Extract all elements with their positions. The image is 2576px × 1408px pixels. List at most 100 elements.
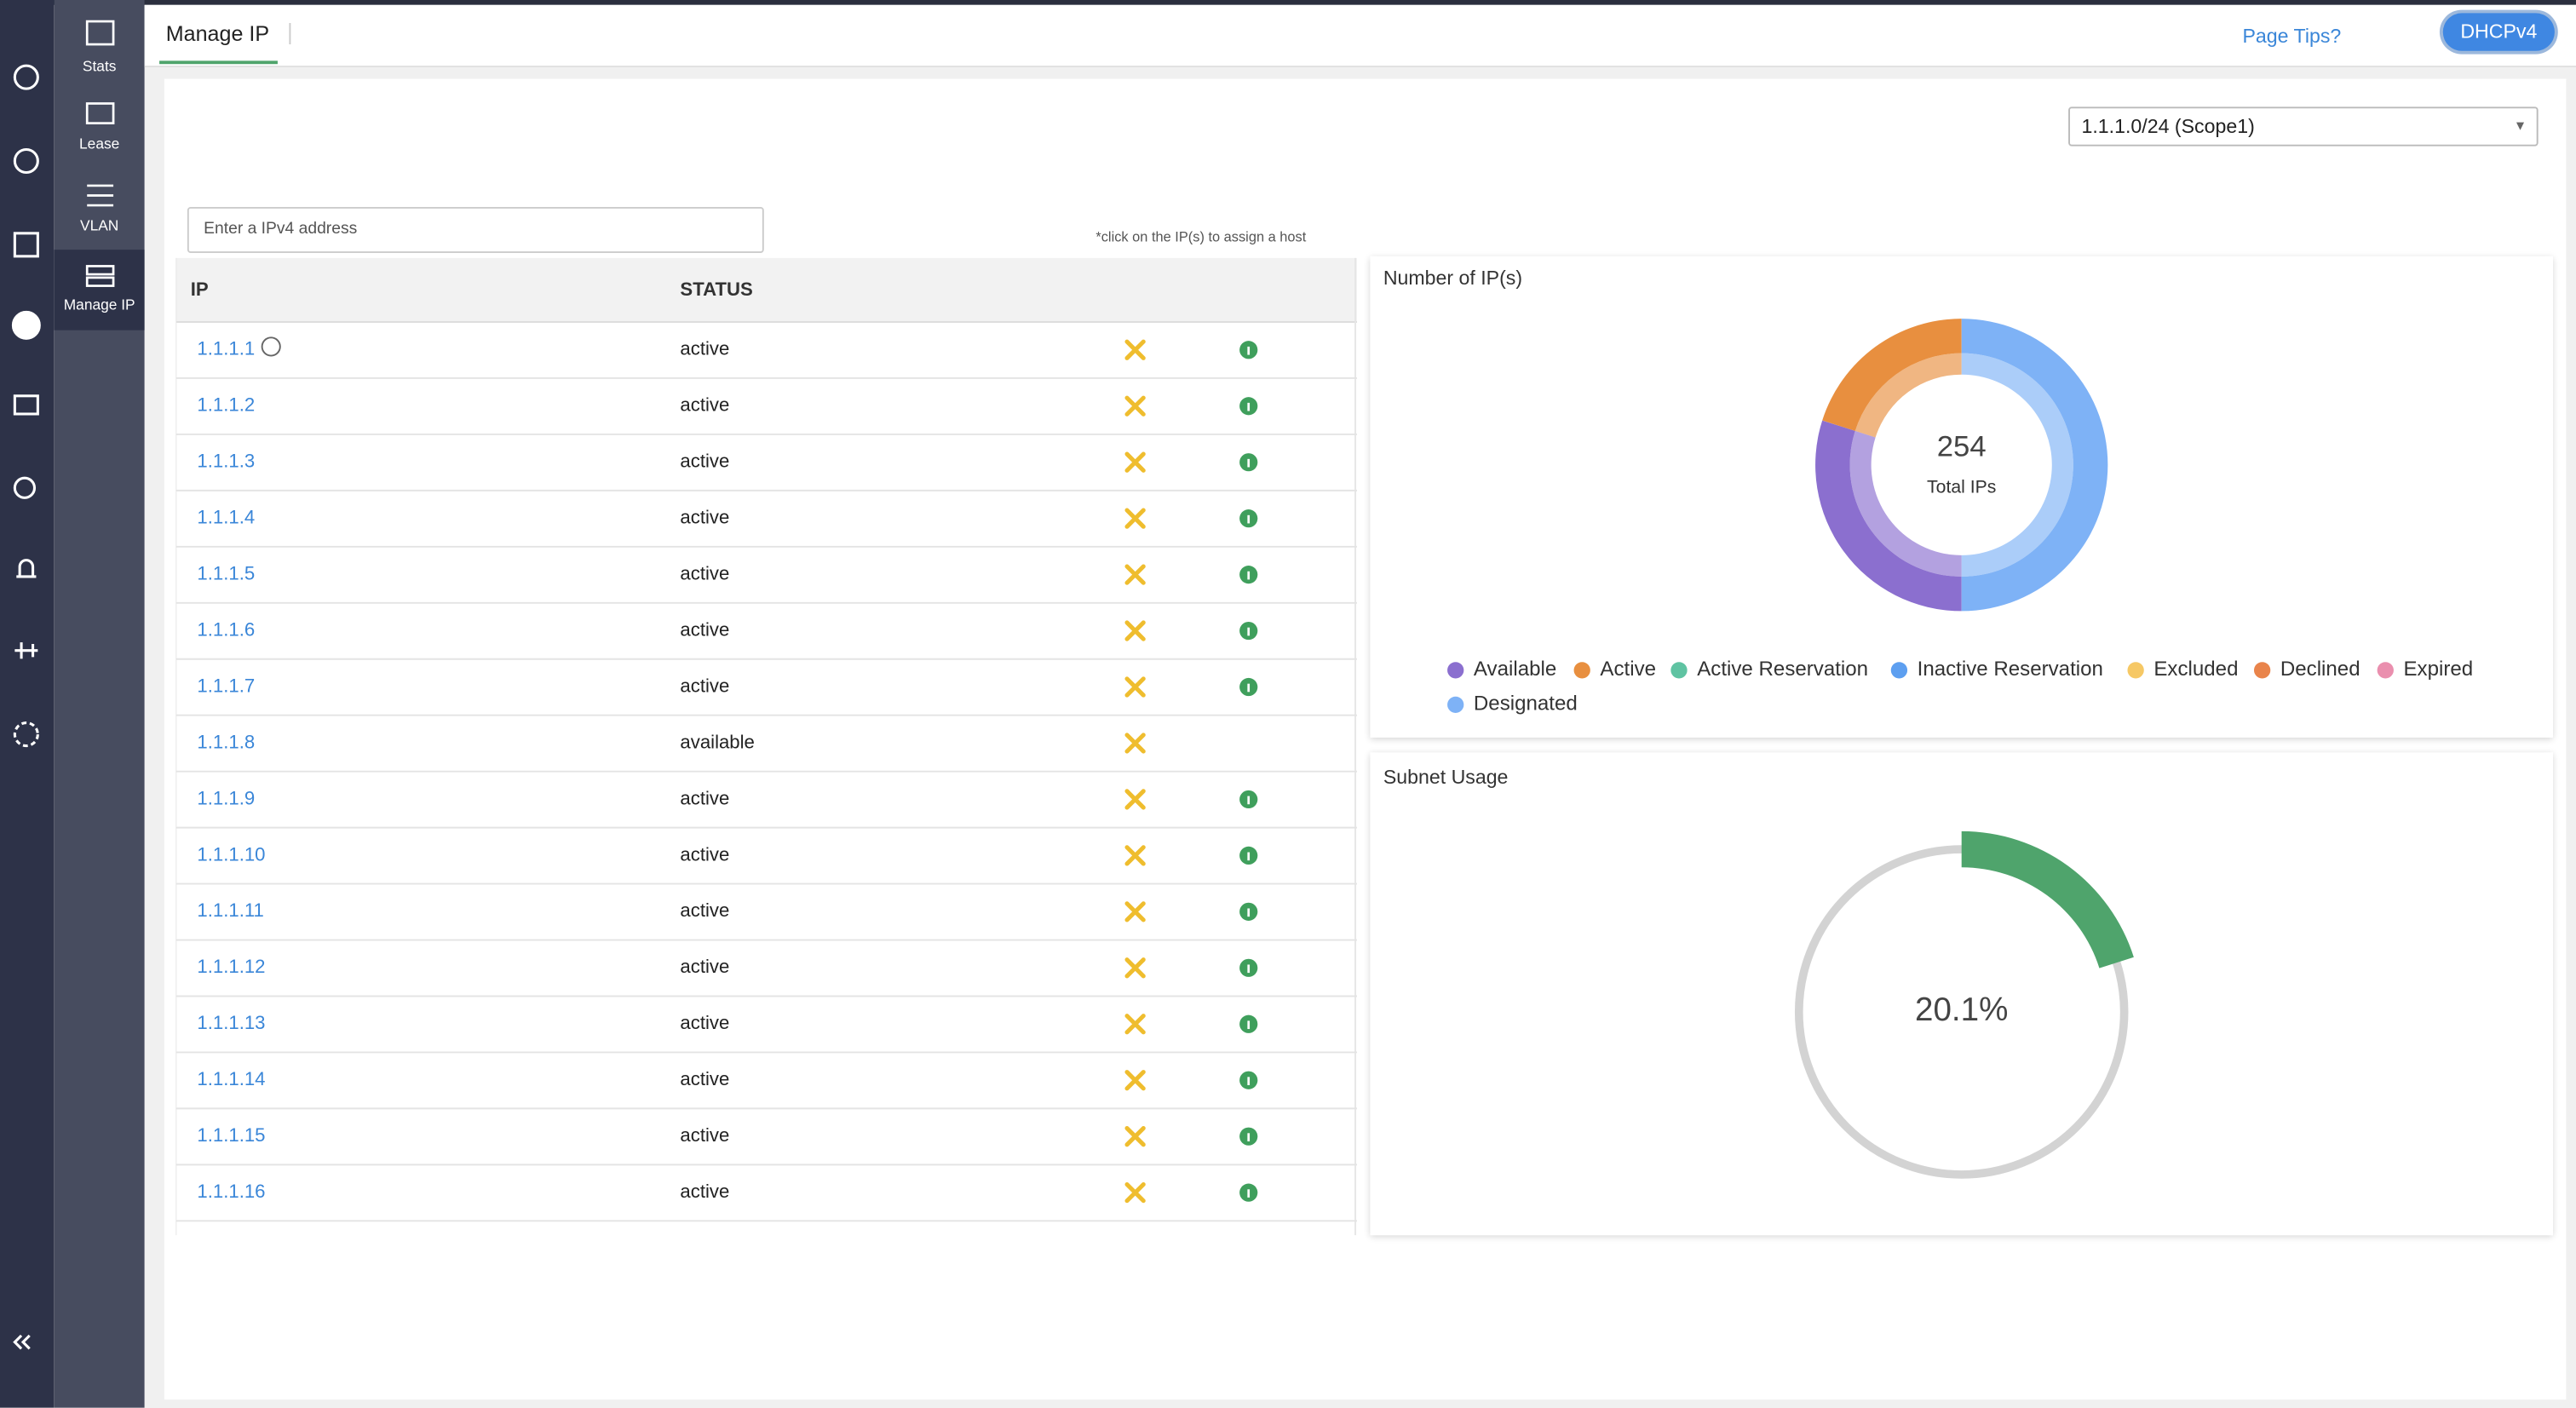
legend-label[interactable]: Inactive Reservation — [1918, 658, 2103, 681]
ip-link[interactable]: 1.1.1.16 — [197, 1181, 265, 1202]
charts: Number of IP(s) Available Active Active Res… — [1383, 267, 2473, 1179]
ip-link[interactable]: 1.1.1.12 — [197, 956, 265, 977]
ip-link[interactable]: 1.1.1.13 — [197, 1012, 265, 1033]
edit-icon[interactable] — [1124, 676, 1146, 698]
edit-icon[interactable] — [1124, 395, 1146, 417]
search-input[interactable]: Enter a IPv4 address — [187, 206, 764, 253]
nav-icon[interactable] — [13, 64, 39, 90]
submenu-item[interactable]: Manage IP — [64, 296, 135, 313]
status: active — [680, 843, 729, 865]
edit-icon[interactable] — [1124, 339, 1146, 360]
collapse-icon[interactable] — [13, 1334, 31, 1350]
legend-label[interactable]: Declined — [2280, 658, 2360, 681]
ip-link[interactable]: 1.1.1.2 — [197, 394, 255, 416]
ip-link[interactable]: 1.1.1.8 — [197, 731, 255, 752]
edit-icon[interactable] — [1124, 789, 1146, 810]
legend-label[interactable]: Active Reservation — [1697, 658, 1868, 681]
donut-segment — [1822, 319, 1962, 431]
nav-icon[interactable] — [11, 310, 41, 340]
legend-label[interactable]: Excluded — [2153, 658, 2238, 681]
edit-icon[interactable] — [1124, 901, 1146, 922]
edit-icon[interactable] — [1124, 1070, 1146, 1091]
status: active — [680, 451, 729, 472]
ip-link[interactable]: 1.1.1.9 — [197, 787, 255, 808]
legend-label[interactable]: Active — [1600, 658, 1656, 681]
top-bar — [0, 0, 2576, 5]
host-icon — [261, 336, 281, 357]
legend-swatch[interactable] — [2253, 662, 2271, 679]
ip-link[interactable]: 1.1.1.14 — [197, 1068, 265, 1089]
donut-inner-segment — [1849, 430, 1962, 577]
legend-swatch[interactable] — [1447, 662, 1464, 679]
ip-link[interactable]: 1.1.1.6 — [197, 618, 255, 640]
status: active — [680, 787, 729, 808]
total-value: 254 — [1937, 431, 1987, 463]
ip-table: IP STATUS 1.1.1.1 active 1.1.1.2 active 1.1.… — [175, 257, 1357, 1236]
status: active — [680, 1124, 729, 1146]
nav-icon[interactable] — [13, 147, 39, 175]
edit-icon[interactable] — [1124, 508, 1146, 529]
ip-link[interactable]: 1.1.1.11 — [197, 899, 263, 921]
edit-icon[interactable] — [1124, 733, 1146, 754]
legend-swatch[interactable] — [1447, 696, 1464, 713]
status: active — [680, 899, 729, 921]
edit-icon[interactable] — [1124, 1181, 1146, 1204]
column-header: STATUS — [680, 279, 752, 300]
ip-link[interactable]: 1.1.1.3 — [197, 451, 255, 472]
donut-inner-segment — [1854, 353, 1962, 438]
status: active — [680, 1181, 729, 1202]
donut-segment — [1961, 319, 2108, 612]
edit-icon[interactable] — [1124, 451, 1146, 473]
ip-link[interactable]: 1.1.1.1 — [197, 338, 255, 359]
nav-icon[interactable] — [13, 394, 39, 416]
edit-icon[interactable] — [1124, 620, 1146, 641]
edit-icon[interactable] — [1124, 564, 1146, 585]
legend-swatch[interactable] — [1573, 662, 1590, 679]
submenu: Stats Lease VLAN Manage IP — [54, 0, 145, 1408]
sidebar — [0, 0, 55, 1408]
protocol-button[interactable]: DHCPv4 — [2442, 13, 2555, 51]
submenu-item[interactable]: VLAN — [80, 217, 118, 234]
page-tips[interactable]: Page Tips? — [2242, 24, 2342, 48]
status: active — [680, 1012, 729, 1033]
edit-icon[interactable] — [1124, 845, 1146, 866]
donut-segment — [1815, 420, 1962, 612]
column-header: IP — [191, 279, 209, 300]
legend-swatch[interactable] — [1670, 662, 1688, 679]
legend-swatch[interactable] — [1890, 662, 1908, 679]
chart-title: Number of IP(s) — [1383, 267, 1522, 289]
nav-icon[interactable] — [14, 642, 38, 659]
edit-icon[interactable] — [1124, 1014, 1146, 1035]
donut-inner-segment — [1961, 353, 2073, 577]
header-title: Manage IP — [165, 21, 270, 46]
status: available — [680, 731, 754, 752]
legend-label[interactable]: Expired — [2403, 658, 2473, 681]
ip-link[interactable]: 1.1.1.7 — [197, 675, 255, 696]
ip-link[interactable]: 1.1.1.5 — [197, 562, 255, 583]
edit-icon[interactable] — [1124, 957, 1146, 979]
status: active — [680, 394, 729, 416]
ip-link[interactable]: 1.1.1.15 — [197, 1124, 265, 1146]
edit-icon[interactable] — [1124, 1126, 1146, 1147]
gauge-label: 20.1% — [1915, 991, 2008, 1028]
nav-icon[interactable] — [13, 232, 39, 258]
ip-link[interactable]: 1.1.1.4 — [197, 507, 255, 528]
legend-swatch[interactable] — [2377, 662, 2394, 679]
nav-icon[interactable] — [13, 476, 37, 499]
ip-link[interactable]: 1.1.1.10 — [197, 843, 265, 865]
total-label: Total IPs — [1927, 477, 1996, 497]
status: active — [680, 338, 729, 359]
separator — [289, 22, 291, 45]
legend-swatch[interactable] — [2127, 662, 2144, 679]
status: active — [680, 956, 729, 977]
legend-label[interactable]: Designated — [1474, 693, 1578, 715]
status: active — [680, 507, 729, 528]
tab-underline — [159, 60, 278, 65]
legend-label[interactable]: Available — [1474, 658, 1556, 681]
submenu-item[interactable]: Lease — [79, 135, 119, 152]
gauge-arc — [1961, 830, 2134, 968]
scope-select[interactable]: 1.1.1.0/24 (Scope1) ▼ — [2068, 106, 2539, 147]
submenu-item[interactable]: Stats — [83, 58, 117, 75]
nav-icon[interactable] — [16, 559, 37, 578]
